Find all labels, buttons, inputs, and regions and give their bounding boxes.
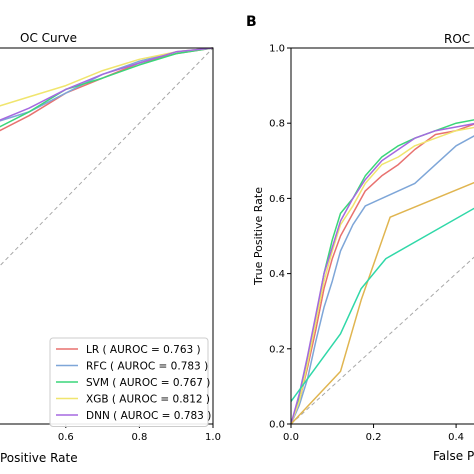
legend-entry: SVM ( AUROC = 0.767 ) — [86, 377, 210, 389]
panel-b-x-ticks: 0.0 0.2 0.4 — [283, 424, 464, 443]
series-line-2 — [0, 47, 214, 128]
y-tick-label: 0.0 — [269, 420, 285, 431]
panel-a: OC Curve 0.6 0.8 1.0 Positive Rate LR ( AU… — [0, 31, 221, 465]
panel-a-title: OC Curve — [20, 31, 77, 45]
x-tick-label: 0.8 — [131, 432, 147, 443]
y-tick-label: 0.6 — [269, 194, 285, 205]
panel-b-x-axis-label: False Po — [433, 449, 474, 463]
legend-entry: XGB ( AUROC = 0.812 ) — [86, 394, 210, 406]
x-tick-label: 1.0 — [205, 432, 221, 443]
panel-b-y-axis-label: True Positive Rate — [252, 187, 265, 286]
series-line-1 — [290, 135, 474, 425]
panel-b-diagonal-reference — [290, 256, 474, 425]
series-line-2 — [290, 119, 474, 425]
series-line-3 — [290, 126, 474, 425]
panel-a-series-lines — [0, 47, 214, 132]
panel-a-diagonal-reference — [0, 47, 214, 267]
y-tick-label: 0.4 — [269, 269, 285, 280]
series-line-6 — [290, 207, 474, 402]
series-line-4 — [0, 47, 214, 121]
y-tick-label: 0.8 — [269, 119, 285, 130]
panel-b-title: ROC — [444, 32, 470, 46]
legend-entry: RFC ( AUROC = 0.783 ) — [86, 361, 208, 373]
panel-b-series-lines — [290, 119, 474, 425]
diagonal-reference-line — [0, 47, 214, 267]
series-line-3 — [0, 47, 214, 107]
panel-b: B ROC 0.0 0.2 0.4 0.0 0.2 0.4 0.6 0.8 1.0 False… — [246, 14, 474, 463]
panel-b-y-ticks: 0.0 0.2 0.4 0.6 0.8 1.0 — [269, 44, 291, 431]
x-tick-label: 0.4 — [448, 432, 464, 443]
panel-b-letter: B — [246, 14, 257, 30]
series-line-1 — [0, 47, 214, 122]
series-line-5 — [290, 181, 474, 425]
series-line-0 — [0, 47, 214, 132]
panel-a-x-axis-label: Positive Rate — [0, 451, 78, 465]
panel-a-legend: LR ( AUROC = 0.763 ) RFC ( AUROC = 0.783 … — [49, 337, 211, 427]
panel-b-axes-frame — [290, 47, 474, 425]
series-line-4 — [290, 122, 474, 425]
y-tick-label: 0.2 — [269, 344, 285, 355]
legend-entry: LR ( AUROC = 0.763 ) — [86, 344, 201, 356]
diagonal-reference-line — [290, 256, 474, 425]
x-tick-label: 0.6 — [58, 432, 74, 443]
x-tick-label: 0.2 — [366, 432, 382, 443]
legend-box — [49, 337, 209, 427]
y-tick-label: 1.0 — [269, 44, 285, 55]
legend-entry: DNN ( AUROC = 0.783 ) — [86, 410, 211, 422]
series-line-0 — [290, 123, 474, 425]
x-tick-label: 0.0 — [283, 432, 299, 443]
